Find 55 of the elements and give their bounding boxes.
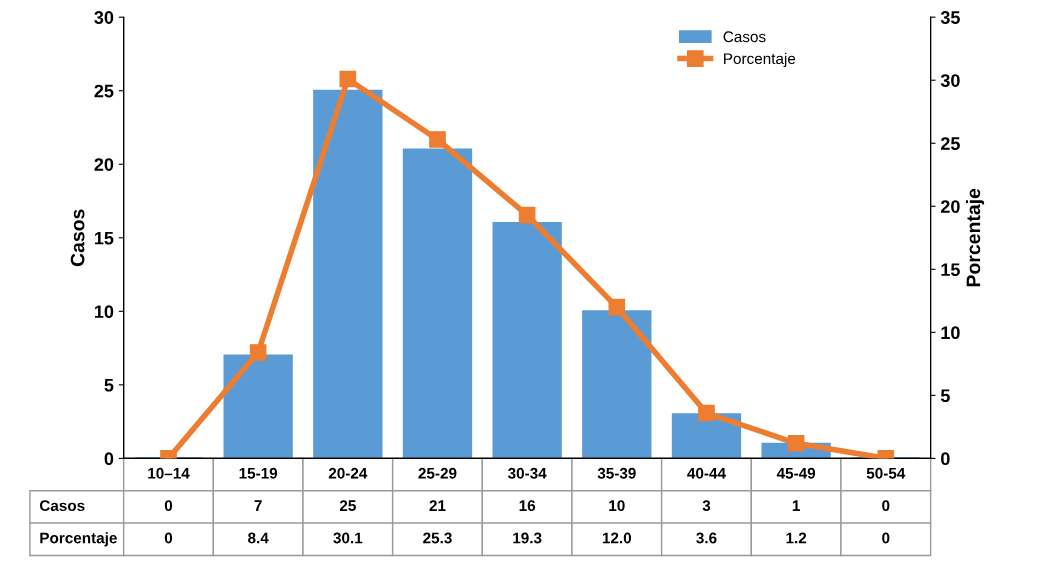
data-label: 21 bbox=[429, 500, 446, 511]
y2-tick-label: 30 bbox=[940, 74, 960, 87]
y2-tick-label: 25 bbox=[940, 137, 960, 150]
y2-tick-label: 35 bbox=[940, 11, 960, 24]
y-tick-label: 10 bbox=[95, 305, 114, 319]
x-tick-label: 10–14 bbox=[148, 467, 190, 479]
point bbox=[608, 298, 626, 316]
data-label: 16 bbox=[519, 500, 536, 512]
y2-tick-label: 0 bbox=[941, 452, 950, 466]
data-label: 1.2 bbox=[786, 532, 807, 544]
data-label: 0 bbox=[164, 500, 173, 512]
y2-tick-label: 20 bbox=[940, 200, 960, 213]
y2-axis-title: Porcentaje bbox=[965, 188, 985, 287]
x-tick-label: 50-54 bbox=[866, 467, 906, 479]
y-axis-title: Casos bbox=[70, 209, 85, 267]
y-tick-label: 20 bbox=[94, 158, 114, 171]
data-label: 1 bbox=[792, 500, 800, 511]
y-tick-label: 0 bbox=[104, 452, 114, 466]
data-label: 3.6 bbox=[696, 532, 717, 544]
text: Porcentaje bbox=[40, 532, 117, 547]
data-label: 8.4 bbox=[248, 532, 269, 544]
point bbox=[518, 206, 536, 224]
text: Casos bbox=[39, 500, 85, 512]
x-tick-label: 45-49 bbox=[776, 467, 816, 479]
data-label: 0 bbox=[882, 500, 890, 512]
x-tick-label: 20-24 bbox=[328, 467, 368, 479]
point bbox=[429, 131, 446, 148]
point bbox=[698, 404, 715, 422]
data-label: 25 bbox=[339, 500, 356, 512]
y-tick-label: 25 bbox=[94, 84, 114, 98]
data-label: 3 bbox=[702, 500, 711, 512]
data-label: 7 bbox=[254, 500, 262, 511]
data-label: 19.3 bbox=[513, 532, 542, 544]
y2-tick-label: 5 bbox=[940, 389, 950, 403]
x-tick-label: 30-34 bbox=[507, 467, 547, 479]
data-label: 12.0 bbox=[602, 532, 632, 544]
y-tick-label: 15 bbox=[95, 231, 114, 245]
x-tick-label: 40-44 bbox=[687, 467, 726, 479]
data-label: 10 bbox=[609, 500, 625, 512]
point bbox=[249, 344, 267, 361]
data-label: 0 bbox=[164, 532, 173, 544]
legend-label: Casos bbox=[723, 31, 766, 43]
y2-tick-label: 15 bbox=[941, 263, 960, 277]
x-tick-label: 15-19 bbox=[239, 467, 278, 479]
x-tick-label: 35-39 bbox=[597, 467, 636, 479]
data-label: 25.3 bbox=[423, 532, 452, 544]
y-tick-label: 5 bbox=[104, 378, 114, 392]
legend-label: Porcentaje bbox=[724, 52, 796, 68]
y-tick-label: 30 bbox=[94, 11, 114, 24]
data-label: 30.1 bbox=[333, 532, 363, 544]
y2-tick-label: 10 bbox=[941, 326, 960, 340]
x-tick-label: 25-29 bbox=[418, 467, 457, 479]
data-label: 0 bbox=[882, 532, 890, 544]
point bbox=[339, 70, 357, 88]
point bbox=[787, 434, 805, 452]
